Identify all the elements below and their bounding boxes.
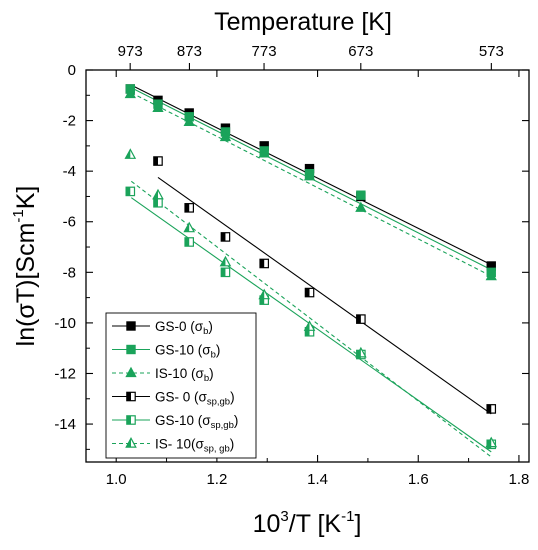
data-point-series-1 — [356, 190, 366, 200]
data-point-series-2 — [124, 87, 136, 99]
y-tick-label: -6 — [63, 214, 76, 231]
legend-label: GS-10 (σb) — [155, 343, 220, 361]
data-point-series-3 — [259, 258, 270, 269]
x-axis-title: 103/T [K-1] — [253, 508, 362, 538]
y-tick-label: -10 — [54, 315, 76, 332]
legend-label: GS- 0 (σsp,gb) — [155, 390, 235, 408]
data-point-series-3 — [153, 156, 163, 166]
data-point-series-2 — [258, 147, 270, 158]
data-point-series-5 — [485, 436, 498, 448]
x-tick-label: 1.8 — [509, 471, 530, 488]
data-points — [124, 84, 498, 450]
legend-box — [105, 312, 257, 459]
data-point-series-2 — [303, 169, 316, 181]
top-tick-label: 873 — [177, 43, 202, 60]
legend-marker — [125, 437, 137, 448]
x-tick-label: 1.2 — [206, 471, 227, 488]
legend-item: GS-10 (σb) — [112, 343, 220, 361]
y-tick-label: -2 — [63, 113, 76, 130]
data-point-series-2 — [152, 101, 164, 113]
data-point-series-2 — [355, 201, 367, 212]
x-tick-label: 1.0 — [106, 471, 127, 488]
data-point-series-5 — [258, 288, 271, 300]
top-tick-label: 773 — [252, 43, 277, 60]
legend-marker — [125, 366, 137, 378]
data-point-series-4 — [153, 197, 163, 208]
y-tick-label: 0 — [68, 62, 76, 79]
plot-frame — [85, 69, 530, 463]
data-point-series-3 — [184, 203, 194, 213]
legend-label: GS-10 (σsp,gb) — [155, 413, 238, 431]
legend-label: IS- 10(σsp, gb) — [155, 437, 234, 455]
top-tick-label: 673 — [348, 43, 373, 60]
y-tick-label: -4 — [63, 163, 76, 180]
y-tick-label: -8 — [63, 264, 76, 281]
legend-item: IS-10 (σb) — [112, 366, 214, 384]
legend-item: GS-10 (σsp,gb) — [112, 413, 238, 431]
data-point-series-5 — [303, 320, 316, 331]
data-point-series-3 — [356, 314, 366, 324]
fit-line-3 — [157, 177, 492, 415]
legend-items: GS-0 (σb) GS-10 (σb) IS-10 (σb) GS- 0 (σsp,… — [112, 319, 238, 455]
top-tick-label: 973 — [118, 43, 143, 60]
data-point-series-5 — [219, 255, 232, 267]
top-tick-label: 573 — [479, 43, 504, 60]
legend-label: IS-10 (σb) — [155, 366, 214, 384]
data-point-series-5 — [124, 148, 137, 159]
data-point-series-4 — [125, 186, 136, 197]
legend-item: GS- 0 (σsp,gb) — [112, 390, 235, 408]
legend-item: IS- 10(σsp, gb) — [112, 437, 234, 455]
x-tick-label: 1.6 — [408, 471, 429, 488]
top-axis-title: Temperature [K] — [214, 8, 392, 36]
y-tick-label: -14 — [54, 416, 76, 433]
x-tick-label: 1.4 — [307, 471, 328, 488]
data-point-series-3 — [220, 232, 231, 242]
legend-marker — [126, 344, 136, 355]
data-point-series-4 — [220, 267, 231, 278]
legend-marker — [126, 321, 136, 331]
data-point-series-5 — [183, 221, 196, 233]
data-point-series-2 — [485, 269, 497, 281]
y-axis-title: ln(σT)[Scm-1K] — [10, 186, 40, 347]
legend-label: GS-0 (σb) — [155, 319, 213, 337]
data-point-series-3 — [486, 404, 497, 414]
data-point-series-2 — [183, 115, 195, 126]
legend: GS-0 (σb) GS-10 (σb) IS-10 (σb) GS- 0 (σsp,… — [105, 312, 257, 459]
axes: 1.0 1.2 1.4 1.6 1.8 0 -2 -4 -6 -8 -10 -12 -14 973 873 7… — [54, 43, 529, 488]
legend-marker — [126, 415, 136, 425]
y-tick-label: -12 — [54, 365, 76, 382]
data-point-series-5 — [355, 346, 367, 358]
fit-line-5 — [130, 180, 492, 458]
legend-item: GS-0 (σb) — [112, 319, 213, 337]
fit-line-2 — [131, 92, 492, 277]
data-point-series-4 — [184, 237, 194, 247]
data-point-series-3 — [304, 287, 315, 298]
data-point-series-2 — [219, 130, 232, 142]
legend-marker — [126, 391, 136, 402]
data-point-series-5 — [152, 188, 164, 200]
